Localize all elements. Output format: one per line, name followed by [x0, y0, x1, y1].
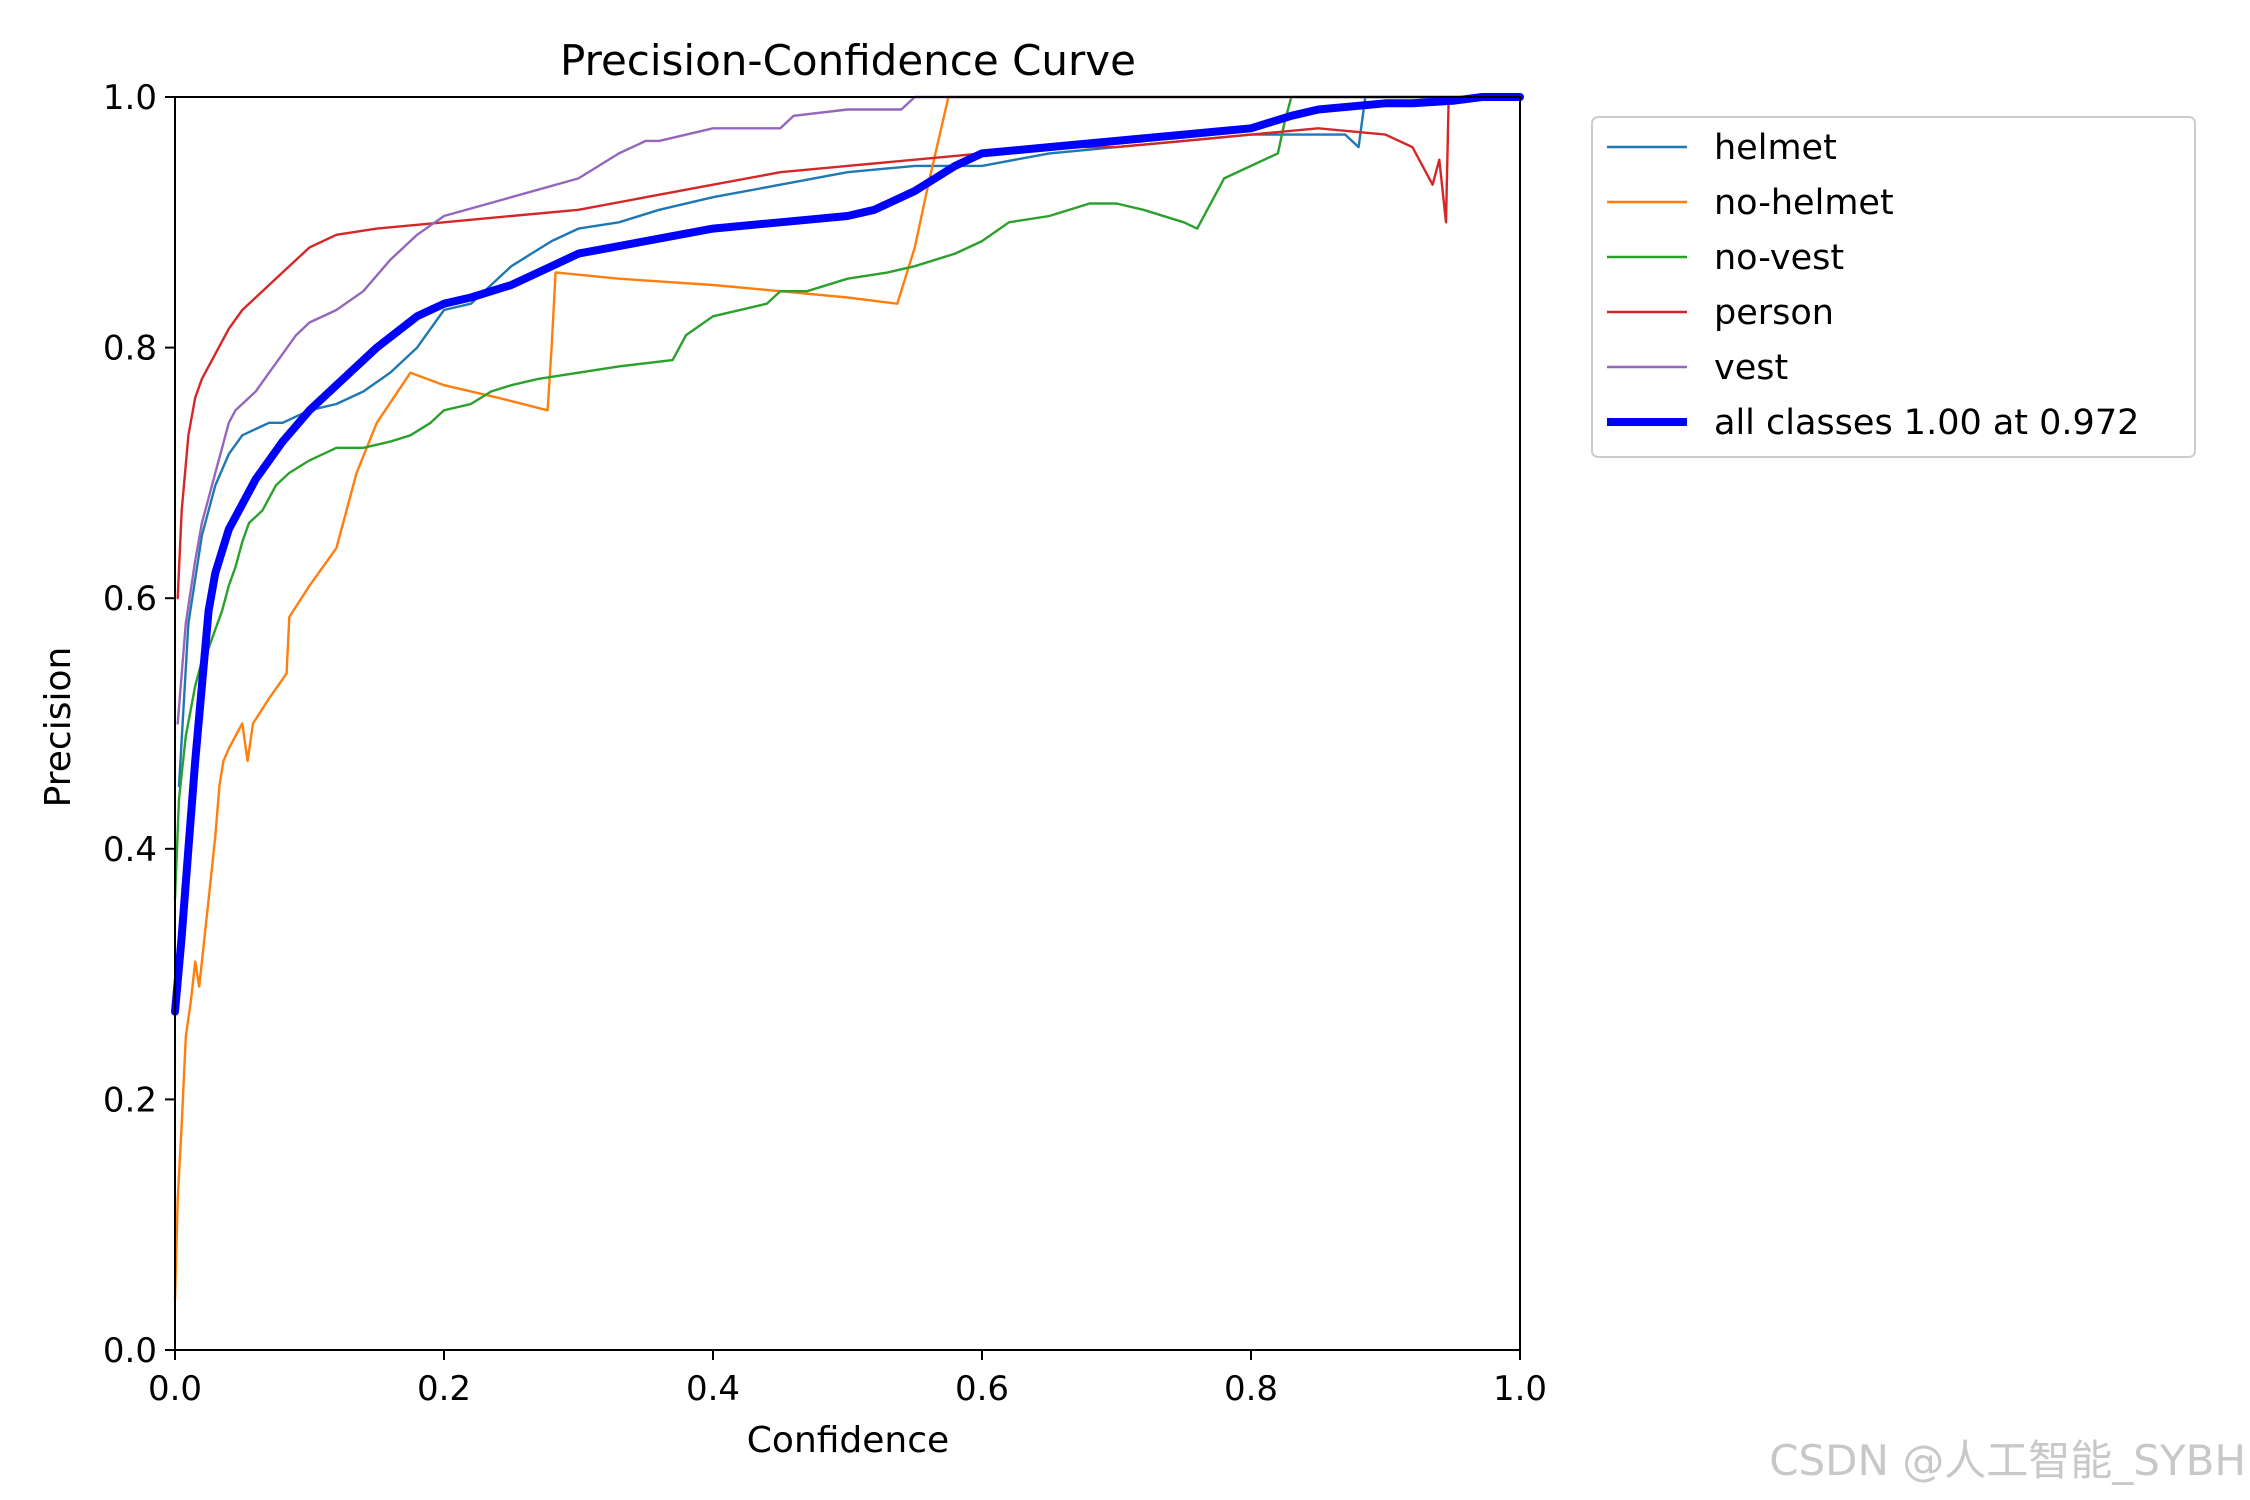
plot-frame — [174, 96, 1521, 1351]
legend: helmet no-helmet no-vest person vest all clas… — [1591, 116, 2196, 458]
x-tick-label: 0.8 — [1224, 1369, 1278, 1409]
legend-label: all classes 1.00 at 0.972 — [1714, 403, 2139, 443]
series-line-vest — [176, 95, 1522, 725]
x-tick-label: 0.4 — [686, 1369, 740, 1409]
legend-label: vest — [1714, 348, 1788, 388]
y-axis-ticks: 0.0 0.2 0.4 0.6 0.8 1.0 — [103, 78, 175, 1371]
x-tick-label: 0.6 — [955, 1369, 1009, 1409]
legend-label: no-helmet — [1714, 183, 1894, 223]
plot-lines — [171, 93, 1524, 1302]
x-tick-label: 0.0 — [148, 1369, 202, 1409]
watermark: CSDN @人工智能_SYBH — [1769, 1436, 2246, 1485]
series-line-helmet — [177, 95, 1522, 788]
legend-frame — [1591, 116, 2196, 458]
legend-label: person — [1714, 293, 1834, 333]
series-line-no-helmet — [173, 95, 1522, 1302]
legend-label: no-vest — [1714, 238, 1844, 278]
series-line-all — [171, 93, 1524, 1016]
y-tick-label: 0.2 — [103, 1080, 157, 1120]
chart-title: Precision-Confidence Curve — [560, 36, 1136, 85]
series-line-no-vest — [173, 95, 1522, 901]
y-axis-label: Precision — [38, 647, 79, 808]
x-axis-label: Confidence — [747, 1420, 949, 1461]
y-tick-label: 0.6 — [103, 579, 157, 619]
x-axis-ticks: 0.0 0.2 0.4 0.6 0.8 1.0 — [148, 1350, 1547, 1409]
y-tick-label: 0.4 — [103, 830, 157, 870]
series-line-person — [176, 95, 1522, 600]
x-tick-label: 1.0 — [1493, 1369, 1547, 1409]
y-tick-label: 0.8 — [103, 329, 157, 369]
x-tick-label: 0.2 — [417, 1369, 471, 1409]
y-tick-label: 0.0 — [103, 1331, 157, 1371]
legend-label: helmet — [1714, 128, 1837, 168]
y-tick-label: 1.0 — [103, 78, 157, 118]
